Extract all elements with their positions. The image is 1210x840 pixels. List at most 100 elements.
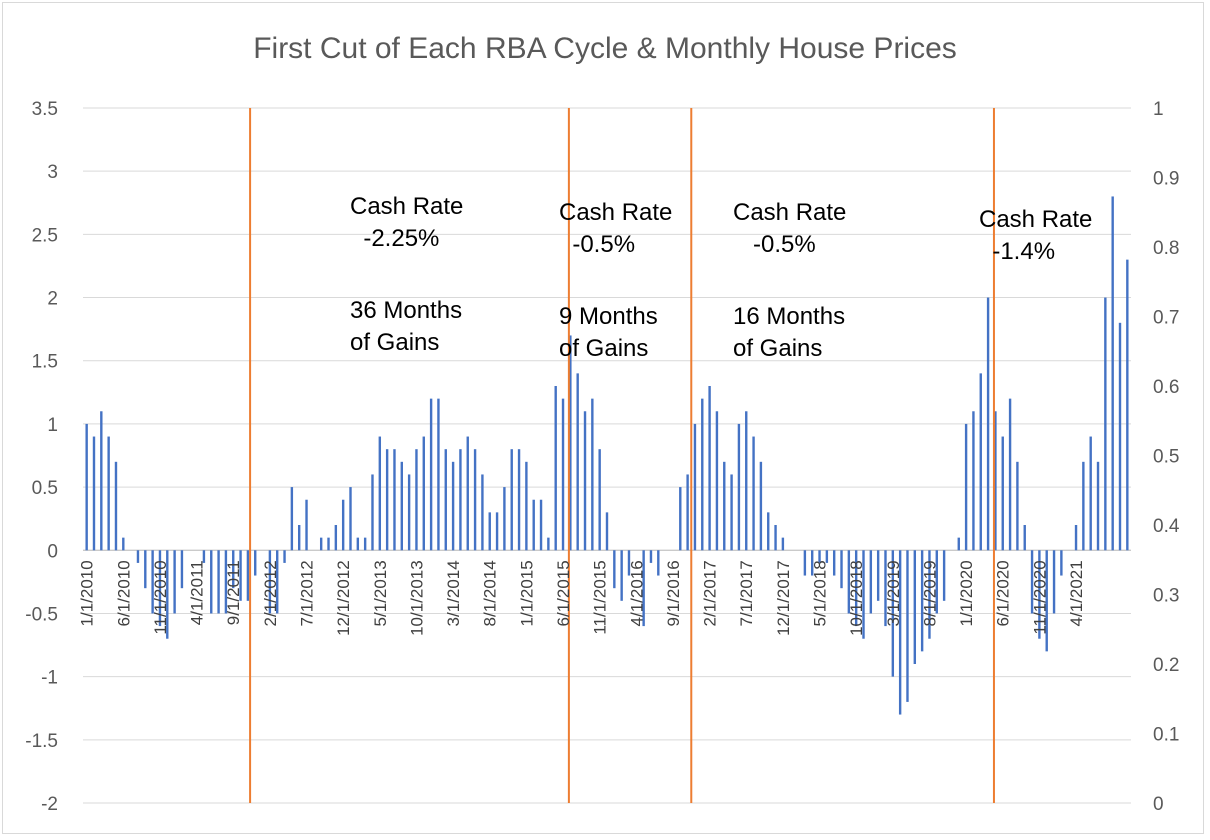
annotation-line: of Gains — [350, 329, 440, 356]
bar — [224, 550, 228, 614]
bar — [122, 537, 125, 551]
bar — [723, 461, 726, 551]
y2-tick-label: 0.1 — [1153, 725, 1179, 746]
bar — [210, 550, 213, 614]
bar — [986, 297, 990, 551]
bar — [107, 436, 110, 551]
bar — [393, 449, 396, 551]
bar — [840, 550, 843, 589]
bar — [598, 449, 601, 551]
bar — [701, 398, 704, 551]
bar — [85, 423, 88, 551]
bar — [752, 436, 755, 551]
bar — [576, 373, 579, 551]
bar — [488, 512, 491, 551]
bar — [1118, 322, 1122, 551]
bar — [1001, 436, 1004, 551]
x-tick-label: 1/1/2010 — [78, 560, 97, 626]
bar — [1016, 461, 1019, 551]
y2-tick-label: 0.5 — [1153, 447, 1179, 468]
bar — [254, 550, 257, 576]
y-tick-label: 1 — [47, 415, 58, 436]
bar — [737, 423, 741, 551]
bar — [920, 550, 924, 652]
bar — [591, 398, 594, 551]
x-tick-label: 10/1/2013 — [407, 560, 426, 636]
bar — [1045, 550, 1048, 652]
bar — [539, 499, 543, 551]
bar — [173, 550, 176, 614]
bar — [781, 537, 785, 551]
annotation-line: 16 Months — [733, 303, 846, 330]
annotation-line: of Gains — [733, 335, 823, 362]
bar — [1060, 550, 1063, 576]
bar — [1052, 550, 1056, 614]
y-tick-label: 3.5 — [32, 99, 58, 120]
x-tick-label: 10/1/2018 — [847, 560, 866, 636]
x-tick-label: 9/1/2016 — [664, 560, 683, 626]
bar — [627, 550, 631, 576]
bar — [327, 537, 330, 551]
annotation-line — [350, 259, 463, 299]
y2-tick-label: 0.6 — [1153, 377, 1179, 398]
bar — [378, 436, 382, 551]
bar — [876, 550, 880, 601]
bar — [283, 550, 286, 563]
bar — [774, 525, 777, 551]
bar — [898, 550, 902, 715]
bar — [767, 512, 770, 551]
bar — [1023, 525, 1026, 551]
bar — [1104, 297, 1107, 551]
bar — [561, 398, 565, 551]
bar — [1089, 436, 1092, 551]
bar — [92, 436, 96, 551]
bar — [964, 423, 968, 551]
bar — [232, 550, 235, 589]
bar — [1111, 196, 1114, 551]
bar — [290, 487, 294, 551]
bar — [547, 537, 550, 551]
x-tick-label: 11/1/2015 — [591, 560, 610, 634]
x-tick-label: 4/1/2016 — [627, 560, 646, 626]
y-tick-label: -1.5 — [25, 731, 58, 752]
bar — [466, 436, 469, 551]
bar — [884, 550, 887, 627]
bar — [246, 550, 250, 601]
y-tick-label: -2 — [41, 794, 58, 815]
x-tick-label: 7/1/2017 — [737, 560, 756, 626]
y-tick-label: 1.5 — [32, 352, 58, 373]
bar — [891, 550, 895, 677]
x-tick-label: 4/1/2021 — [1067, 560, 1086, 626]
y2-tick-label: 0.9 — [1153, 169, 1179, 190]
annotation-line — [559, 265, 672, 305]
bar — [334, 525, 338, 551]
x-tick-label: 5/1/2013 — [371, 560, 390, 626]
x-tick-label: 5/1/2018 — [811, 560, 830, 626]
bar — [649, 550, 653, 563]
annotation-cycle-2019: Cash Rate -1.4% — [979, 208, 1092, 272]
bar — [363, 537, 367, 551]
bar — [620, 550, 623, 601]
bar — [972, 411, 975, 551]
gridlines — [83, 107, 1131, 804]
bar — [517, 449, 521, 551]
y-tick-label: -1 — [41, 668, 58, 689]
x-tick-label: 1/1/2020 — [957, 560, 976, 626]
bar — [297, 525, 301, 551]
annotation-cycle-2011: Cash Rate -2.25% 36 Months of Gains — [350, 195, 463, 363]
bar — [407, 474, 411, 551]
x-tick-label: 8/1/2014 — [481, 560, 500, 626]
x-tick-label: 11/1/2020 — [1030, 560, 1049, 634]
bar — [913, 550, 917, 664]
annotation-line — [733, 265, 846, 305]
x-tick-label: 2/1/2012 — [261, 560, 280, 626]
x-tick-label: 11/1/2010 — [151, 560, 170, 634]
annotation-cycle-2015: Cash Rate -0.5% 9 Months of Gains — [559, 201, 672, 369]
bar — [745, 411, 748, 551]
bar — [1038, 550, 1041, 639]
bar — [642, 550, 645, 627]
bar — [854, 550, 858, 627]
bar — [715, 411, 719, 551]
bar — [495, 512, 499, 551]
bar — [605, 512, 609, 551]
